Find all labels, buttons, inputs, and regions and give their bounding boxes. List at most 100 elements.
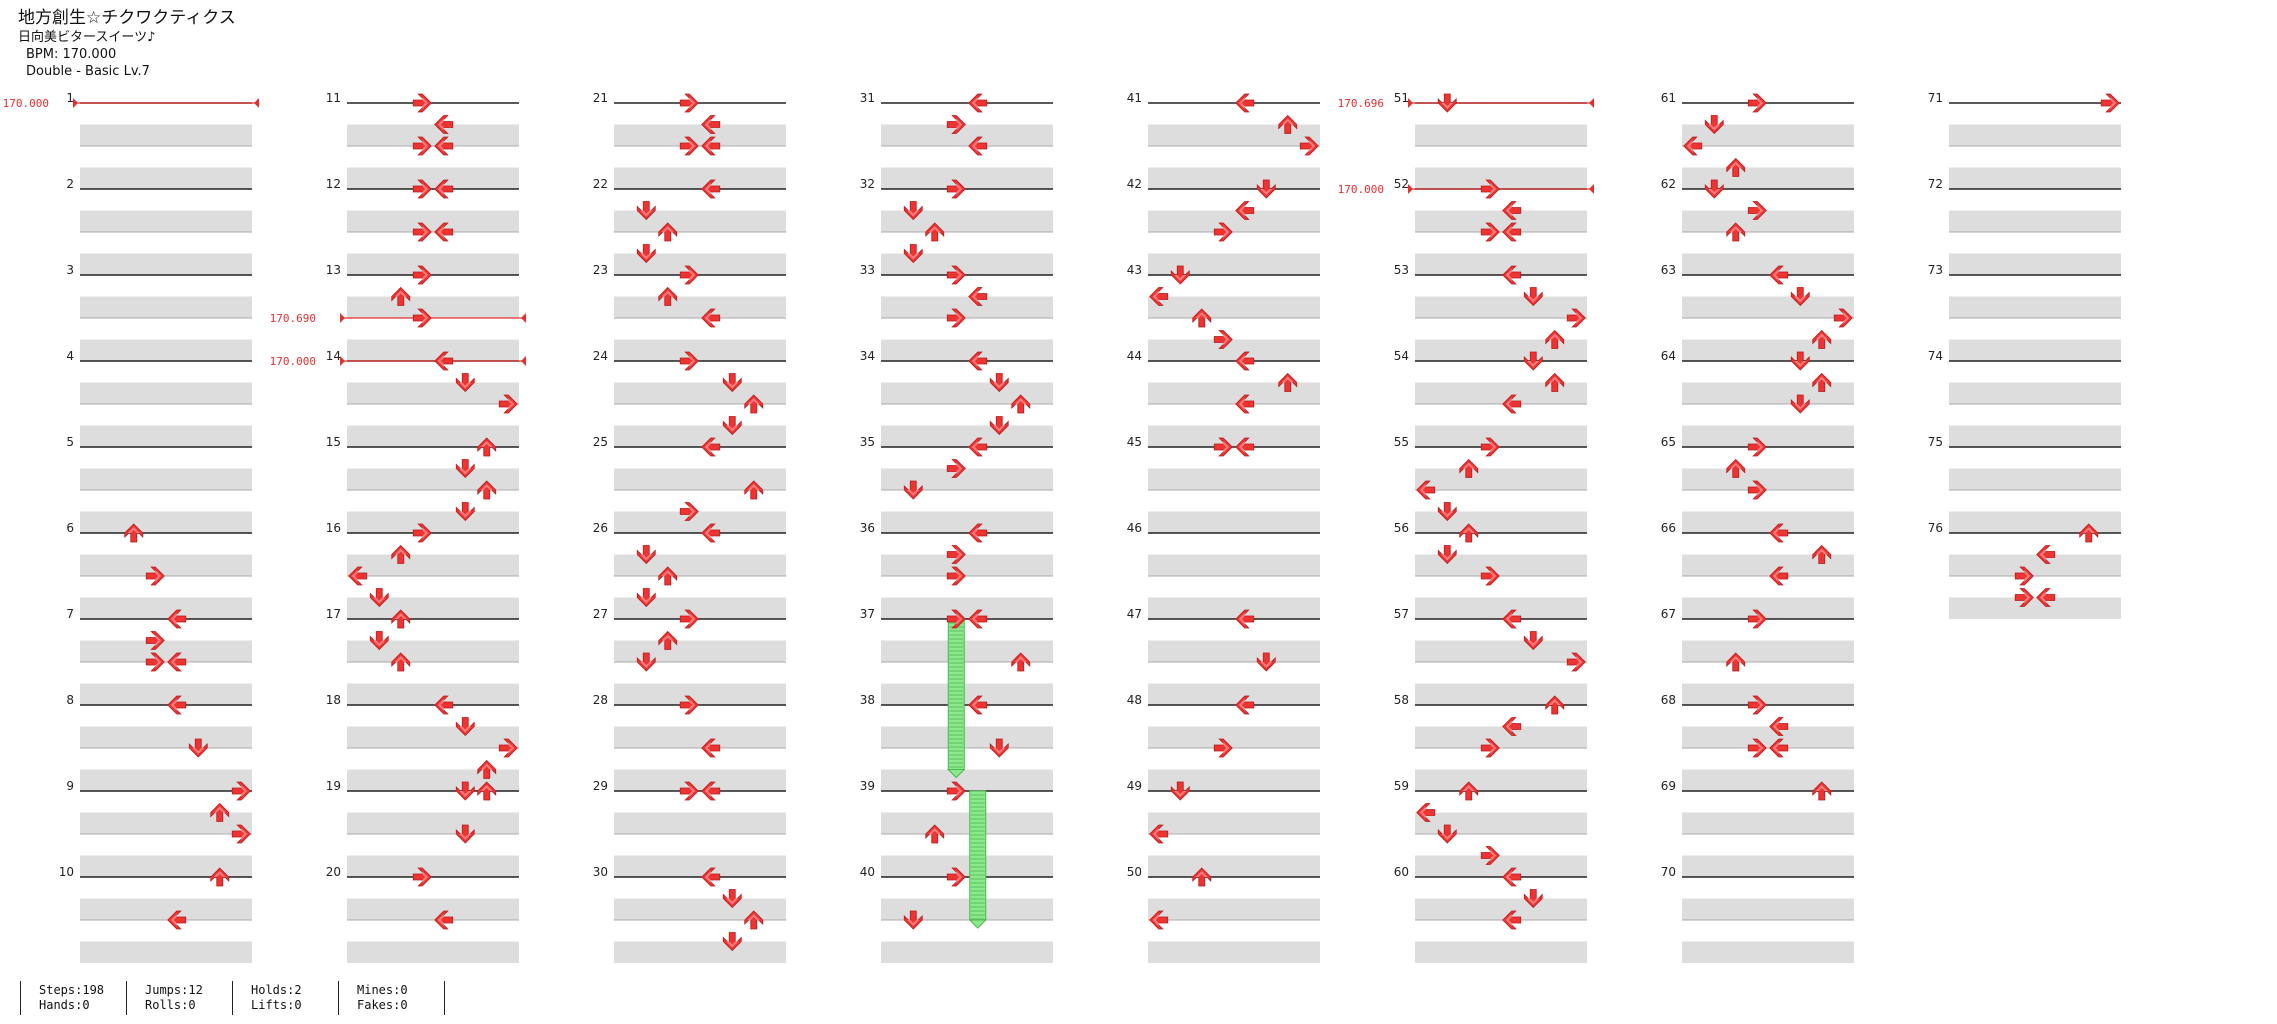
measure-number: 43 bbox=[1127, 263, 1142, 277]
measure-number: 31 bbox=[860, 91, 875, 105]
arrow-highlight bbox=[1527, 361, 1540, 367]
arrow-up-icon bbox=[391, 652, 411, 672]
measure-band bbox=[881, 640, 1053, 662]
arrow-shape bbox=[968, 695, 988, 715]
arrow-shape bbox=[412, 308, 432, 328]
arrow-shape bbox=[636, 588, 656, 608]
arrow-down-icon bbox=[455, 459, 475, 479]
arrow-highlight bbox=[726, 425, 739, 432]
arrow-right-icon bbox=[1833, 308, 1853, 328]
arrow-left-icon bbox=[968, 523, 988, 543]
arrow-shape bbox=[477, 480, 497, 500]
measure-band bbox=[80, 640, 252, 662]
measure-band bbox=[614, 812, 786, 834]
arrow-shape bbox=[1416, 480, 1436, 500]
arrow-highlight bbox=[170, 699, 177, 711]
arrow-highlight bbox=[661, 570, 674, 576]
arrow-highlight bbox=[747, 398, 760, 404]
arrow-highlight bbox=[1174, 275, 1187, 281]
arrow-up-icon bbox=[391, 544, 411, 564]
measure-band bbox=[1949, 511, 2121, 533]
arrow-shape bbox=[455, 781, 475, 801]
arrow-shape bbox=[1213, 437, 1233, 457]
arrow-highlight bbox=[689, 140, 696, 152]
arrow-highlight bbox=[1527, 898, 1540, 905]
measure-number: 23 bbox=[593, 263, 608, 277]
arrow-highlight bbox=[480, 785, 493, 791]
measure-band bbox=[614, 511, 786, 533]
arrow-shape bbox=[1011, 652, 1031, 672]
arrow-highlight bbox=[1238, 398, 1245, 410]
arrow-left-icon bbox=[1769, 523, 1789, 543]
arrow-highlight bbox=[956, 570, 963, 582]
arrow-highlight bbox=[956, 183, 963, 195]
measure-band bbox=[80, 210, 252, 232]
arrow-highlight bbox=[971, 441, 978, 453]
measure-band bbox=[614, 167, 786, 189]
arrow-shape bbox=[679, 781, 699, 801]
measure-band bbox=[881, 210, 1053, 232]
arrow-up-icon bbox=[744, 910, 764, 930]
arrow-shape bbox=[369, 631, 389, 651]
measure-band bbox=[1415, 769, 1587, 791]
arrow-right-icon bbox=[1480, 179, 1500, 199]
arrow-up-icon bbox=[1459, 781, 1479, 801]
arrow-highlight bbox=[1223, 742, 1230, 754]
measure-number: 73 bbox=[1928, 263, 1943, 277]
arrow-left-icon bbox=[2036, 588, 2056, 607]
arrow-highlight bbox=[1238, 355, 1245, 367]
arrow-highlight bbox=[971, 97, 978, 109]
measure-band bbox=[1148, 941, 1320, 963]
arrow-right-icon bbox=[231, 781, 251, 801]
arrow-highlight bbox=[437, 226, 444, 238]
measure-band bbox=[614, 382, 786, 404]
measure-band bbox=[614, 898, 786, 920]
arrow-highlight bbox=[437, 118, 444, 131]
arrow-highlight bbox=[704, 312, 711, 324]
arrow-highlight bbox=[1505, 226, 1512, 238]
arrow-right-icon bbox=[412, 136, 432, 156]
measure-number: 47 bbox=[1127, 607, 1142, 621]
arrow-highlight bbox=[459, 382, 472, 389]
measure-band bbox=[1682, 554, 1854, 576]
arrow-left-icon bbox=[2036, 545, 2056, 564]
measure-band bbox=[347, 769, 519, 791]
arrow-shape bbox=[1812, 372, 1832, 392]
arrow-left-icon bbox=[968, 136, 988, 156]
arrow-up-icon bbox=[658, 630, 678, 650]
arrow-shape bbox=[968, 136, 988, 156]
arrow-highlight bbox=[422, 871, 429, 883]
arrow-shape bbox=[903, 201, 923, 221]
measure-band bbox=[614, 941, 786, 963]
measure-band bbox=[1148, 511, 1320, 533]
arrow-shape bbox=[434, 910, 454, 930]
arrow-shape bbox=[434, 179, 454, 199]
arrow-shape bbox=[1235, 351, 1255, 371]
arrow-shape bbox=[968, 287, 988, 306]
arrow-down-icon bbox=[369, 588, 389, 608]
arrow-highlight bbox=[1309, 140, 1316, 152]
arrow-down-icon bbox=[722, 373, 742, 393]
arrow-shape bbox=[477, 759, 497, 779]
arrow-shape bbox=[1769, 265, 1789, 285]
arrow-highlight bbox=[422, 97, 429, 109]
arrow-left-icon bbox=[1769, 717, 1789, 736]
arrow-right-icon bbox=[498, 394, 518, 414]
arrow-highlight bbox=[640, 597, 653, 604]
measure-number: 25 bbox=[593, 435, 608, 449]
hold-body bbox=[969, 790, 987, 921]
measure-band bbox=[1148, 640, 1320, 662]
arrow-shape bbox=[412, 93, 432, 113]
arrow-right-icon bbox=[412, 867, 432, 887]
arrow-highlight bbox=[422, 226, 429, 238]
measure-number: 63 bbox=[1661, 263, 1676, 277]
arrow-shape bbox=[1149, 910, 1169, 930]
measure-band bbox=[1148, 769, 1320, 791]
arrow-shape bbox=[434, 222, 454, 242]
measure-band bbox=[1682, 597, 1854, 619]
measure-band bbox=[1949, 253, 2121, 275]
bpm-marker bbox=[1589, 184, 1594, 194]
arrow-down-icon bbox=[1256, 179, 1276, 199]
arrow-highlight bbox=[1014, 398, 1027, 404]
measure-number: 60 bbox=[1394, 865, 1409, 879]
